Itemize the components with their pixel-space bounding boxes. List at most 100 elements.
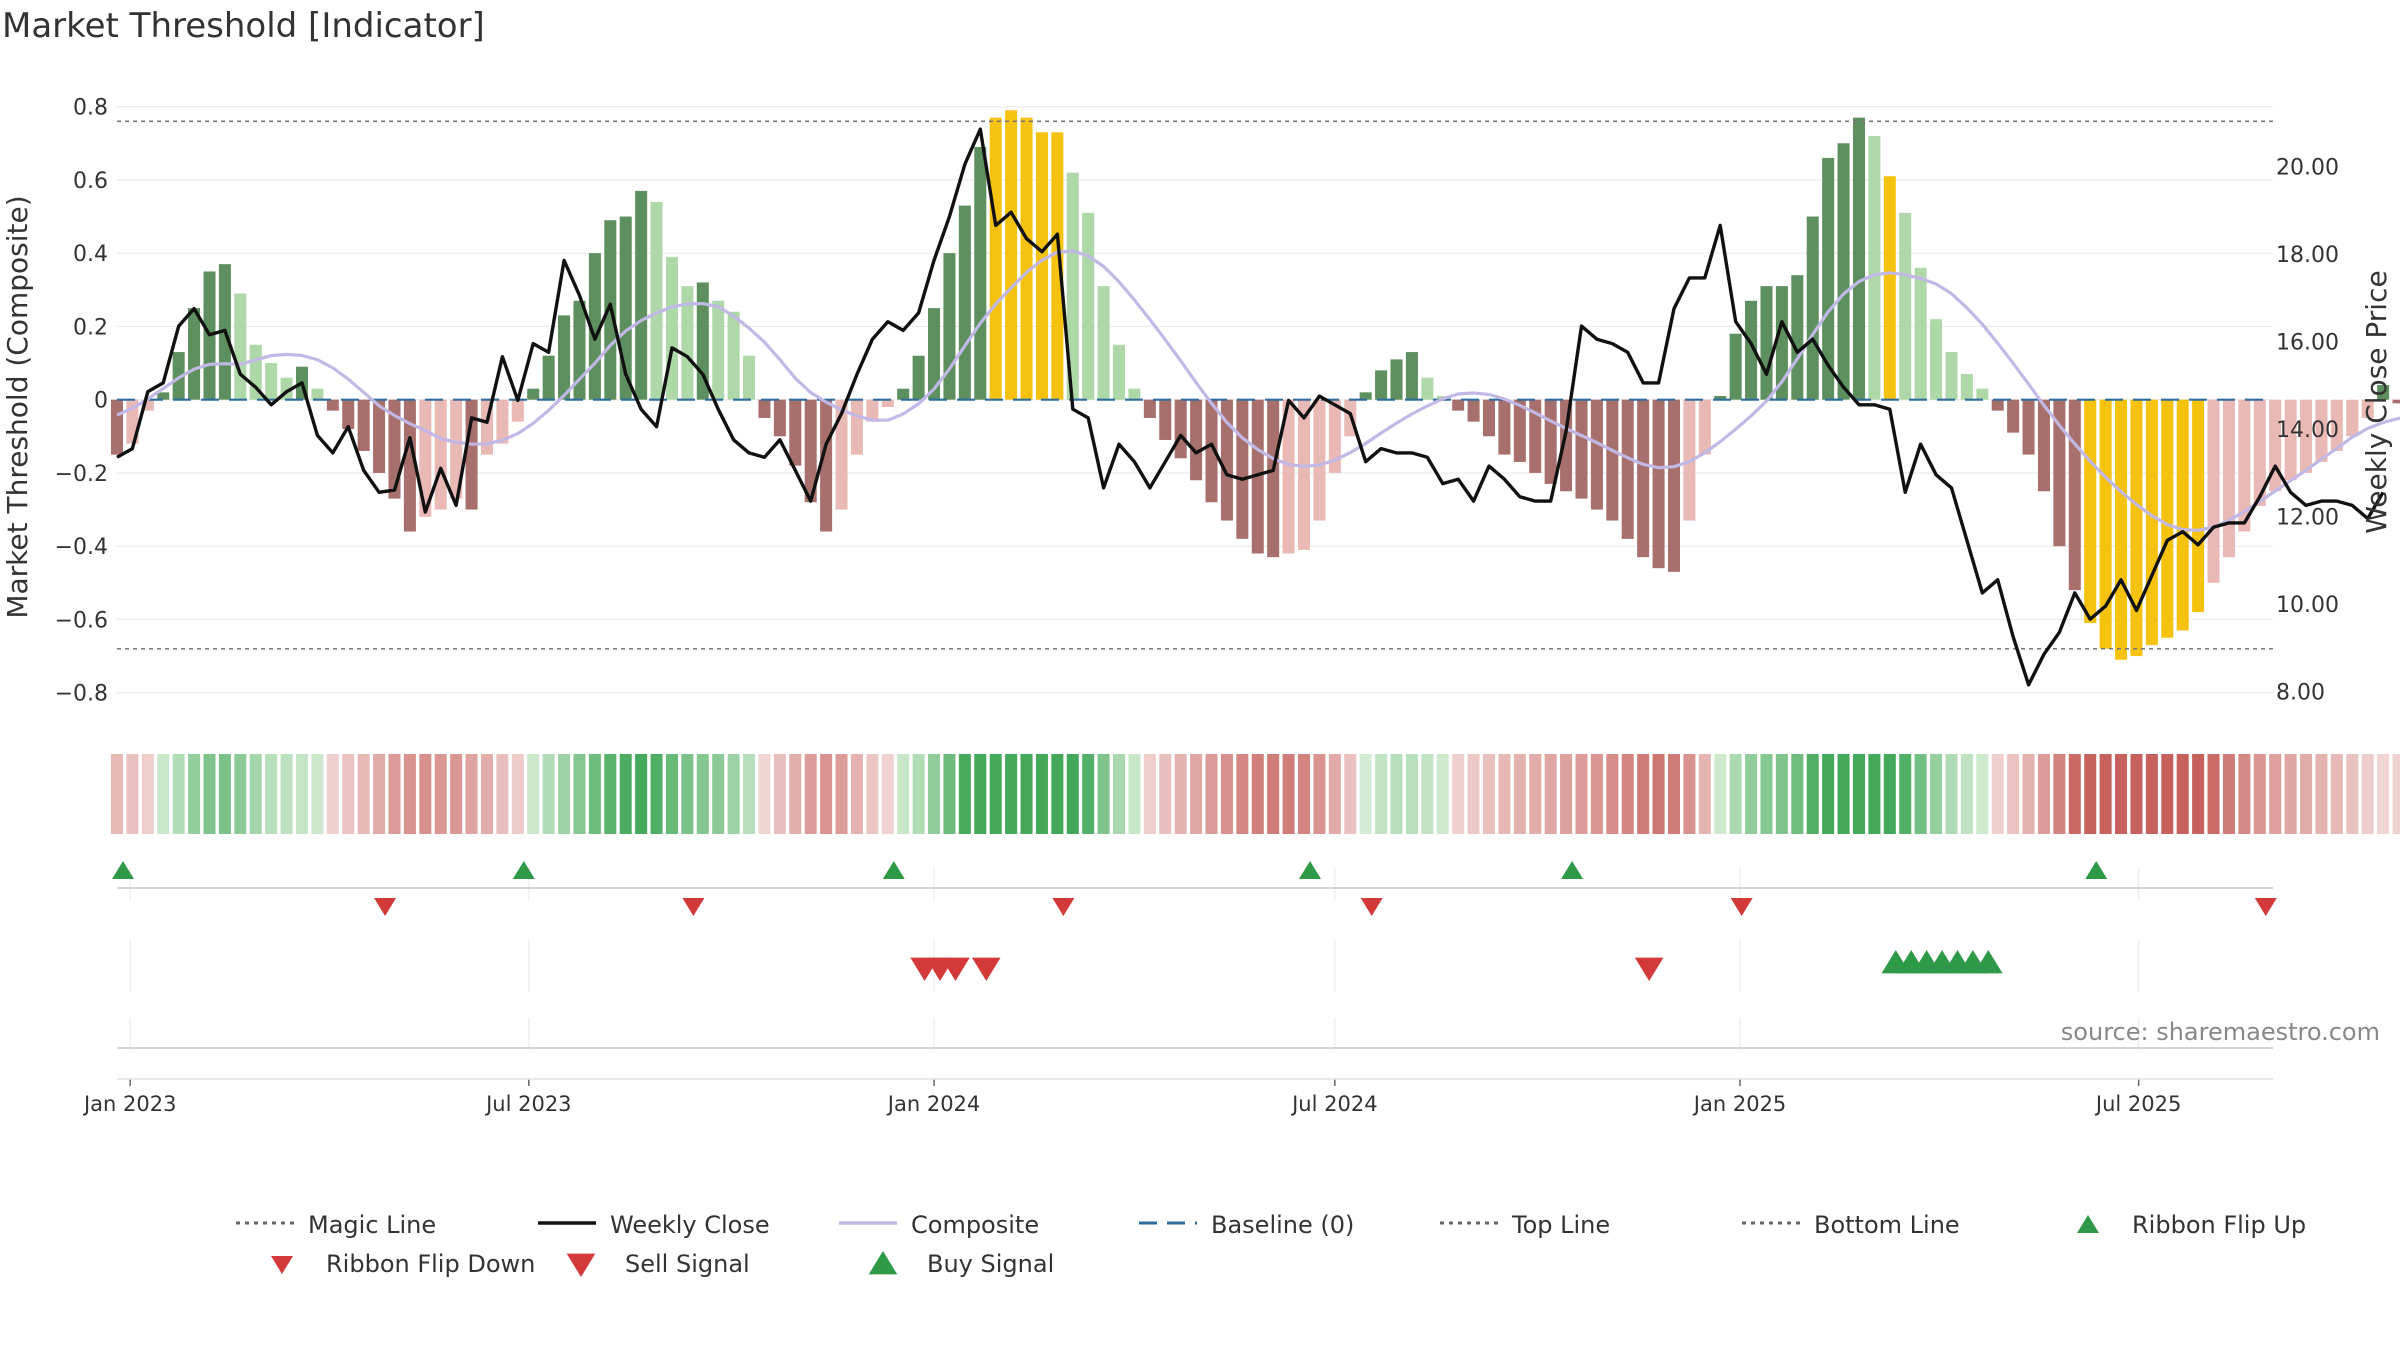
ribbon-cell	[1220, 754, 1233, 834]
ribbon-cell	[2037, 754, 2050, 834]
ribbon-cell	[1590, 754, 1603, 834]
composite-bar	[1236, 399, 1249, 539]
ribbon-cell	[1714, 754, 1727, 834]
ribbon-cell	[727, 754, 740, 834]
composite-bar	[881, 399, 894, 407]
composite-bar	[465, 399, 478, 510]
composite-bar	[835, 399, 848, 510]
composite-bar	[1113, 344, 1126, 400]
composite-bar	[1852, 117, 1865, 400]
composite-bar	[1575, 399, 1588, 499]
y-tick-label: 0.6	[73, 169, 108, 194]
composite-bar	[1251, 399, 1264, 554]
ribbon-cell	[2130, 754, 2143, 834]
composite-bar	[265, 363, 278, 400]
composite-bar	[342, 399, 355, 429]
composite-bar	[1282, 399, 1295, 554]
ribbon-cell	[1344, 754, 1357, 834]
composite-bar	[1930, 319, 1943, 400]
ribbon-cell	[1390, 754, 1403, 834]
ribbon-cell	[758, 754, 771, 834]
composite-bar	[2007, 399, 2020, 433]
composite-bar	[1313, 399, 1326, 521]
ribbon-cell	[2253, 754, 2266, 834]
ribbon-cell	[1529, 754, 1542, 834]
ribbon-cell	[1452, 754, 1465, 834]
ribbon-cell	[866, 754, 879, 834]
composite-bar	[373, 399, 386, 473]
legend-top-line: Top Line	[1511, 1211, 1610, 1239]
composite-bar	[1729, 333, 1742, 400]
ribbon-cell	[1560, 754, 1573, 834]
ribbon-cell	[2007, 754, 2020, 834]
ribbon-cell	[712, 754, 725, 834]
ribbon-cell	[373, 754, 386, 834]
composite-bar	[850, 399, 863, 455]
ribbon-cell	[465, 754, 478, 834]
ribbon-cell	[881, 754, 894, 834]
legend-weekly-close: Weekly Close	[610, 1211, 770, 1239]
ribbon-flip-up-marker	[112, 861, 134, 879]
ribbon-flip-down-marker	[1052, 898, 1075, 916]
composite-bar	[1822, 157, 1835, 400]
composite-bar	[943, 253, 956, 400]
ribbon-cell	[141, 754, 154, 834]
ribbon-cell	[1174, 754, 1187, 834]
composite-bar	[1390, 359, 1403, 400]
ribbon-cell	[1945, 754, 1958, 834]
ribbon-cell	[2361, 754, 2374, 834]
x-tick-label: Jul 2024	[1290, 1092, 1377, 1116]
ribbon-cell	[542, 754, 555, 834]
ribbon-cell	[1621, 754, 1634, 834]
composite-bar	[789, 399, 802, 466]
composite-bar	[1066, 172, 1079, 400]
y-tick-label: 0.4	[73, 242, 108, 267]
composite-bar	[1159, 399, 1172, 440]
ribbon-cell	[234, 754, 247, 834]
composite-bar	[1667, 399, 1681, 572]
ribbon-cell	[450, 754, 463, 834]
composite-bar	[758, 399, 771, 418]
ribbon-cell	[2269, 754, 2282, 834]
x-tick-label: Jul 2025	[2094, 1092, 2181, 1116]
y-tick-label: −0.8	[55, 682, 108, 707]
composite-bar	[511, 399, 524, 422]
composite-bar	[2315, 399, 2328, 462]
ribbon-cell	[188, 754, 201, 834]
y2-tick-label: 14.00	[2276, 418, 2339, 443]
ribbon-cell	[2284, 754, 2297, 834]
reference-lines	[117, 120, 2273, 650]
composite-bar	[866, 399, 879, 422]
ribbon-flip-up-marker	[2085, 861, 2108, 879]
composite-bar	[727, 311, 740, 400]
ribbon-flip-up-marker	[1299, 861, 1322, 879]
ribbon-cell	[1005, 754, 1018, 834]
grid	[117, 106, 2273, 1050]
composite-bar	[2222, 399, 2235, 558]
composite-bar	[1544, 399, 1557, 484]
composite-bar	[2130, 399, 2143, 657]
ribbon-cell	[650, 754, 663, 834]
ribbon-cell	[388, 754, 401, 834]
legend-ribbon-flip-down: Ribbon Flip Down	[326, 1250, 535, 1278]
sell-signal-marker	[971, 957, 1001, 981]
ribbon-flip-down-marker	[1730, 898, 1753, 916]
composite-bar	[2346, 399, 2359, 437]
composite-bar	[1020, 117, 1033, 400]
ribbon-cell	[773, 754, 786, 834]
ribbon-cell	[958, 754, 971, 834]
ribbon-cell	[110, 754, 124, 834]
ribbon-cell	[249, 754, 262, 834]
ribbon-cell	[2099, 754, 2112, 834]
ribbon-cell	[1606, 754, 1619, 834]
composite-bar	[1328, 399, 1341, 473]
legend-composite: Composite	[911, 1211, 1039, 1239]
composite-bar	[1205, 399, 1218, 503]
composite-bar	[1590, 399, 1603, 510]
composite-bar	[234, 293, 247, 400]
legend-bottom-line: Bottom Line	[1814, 1211, 1960, 1239]
composite-bar	[773, 399, 786, 437]
y2-tick-label: 20.00	[2276, 155, 2339, 180]
y-tick-label: −0.4	[55, 535, 108, 560]
composite-bar	[496, 399, 509, 444]
